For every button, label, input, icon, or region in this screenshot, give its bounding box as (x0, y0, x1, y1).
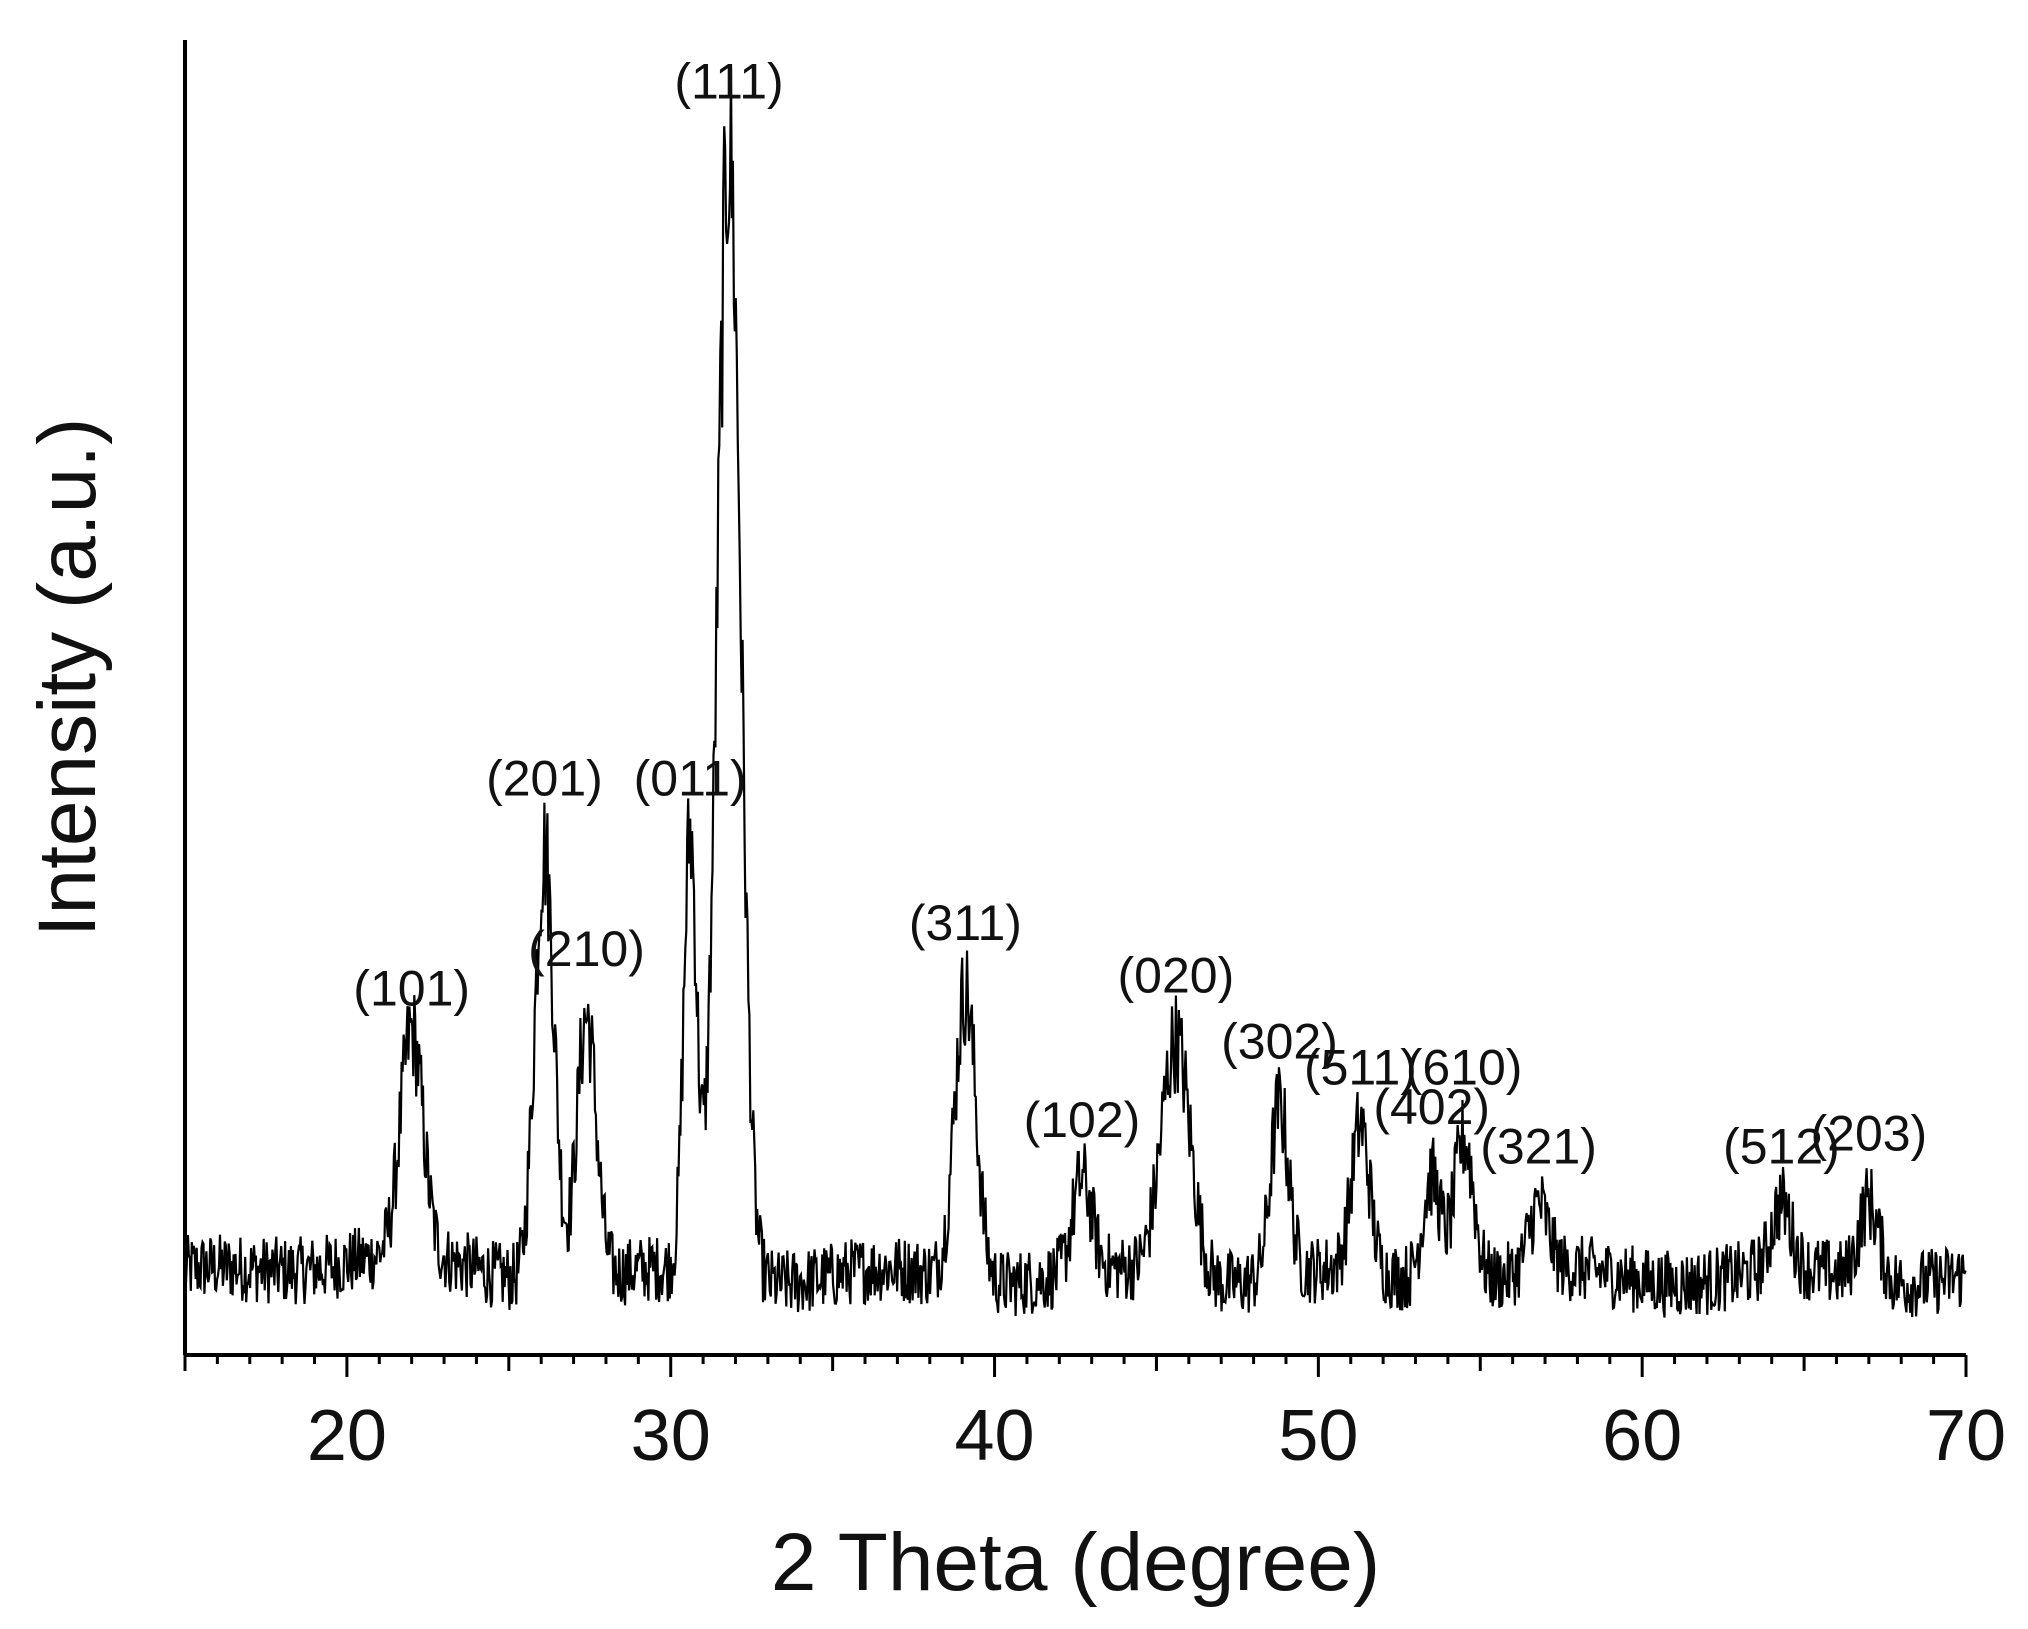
y-axis-title: Intensity (a.u.) (22, 418, 113, 938)
peak-label: (203) (1810, 1105, 1927, 1161)
peak-label: (011) (634, 750, 747, 806)
xrd-pattern-line (183, 67, 1967, 1318)
x-axis-ticks: 20 30 40 50 60 70 (183, 1355, 2006, 1476)
x-tick-label: 50 (1278, 1396, 1358, 1476)
peak-label: (111) (674, 53, 783, 109)
peak-label: (101) (353, 961, 470, 1017)
x-tick-label: 40 (954, 1396, 1034, 1476)
peak-label: (311) (909, 895, 1022, 951)
peak-label: (020) (1118, 948, 1235, 1004)
x-tick-label: 30 (631, 1396, 711, 1476)
x-tick-label: 70 (1926, 1396, 2006, 1476)
peak-label: (610) (1406, 1040, 1523, 1096)
peak-label: (402) (1373, 1079, 1490, 1135)
x-tick-label: 60 (1602, 1396, 1682, 1476)
peak-label: (102) (1024, 1092, 1141, 1148)
peak-label: (210) (528, 921, 645, 977)
peak-label: (512) (1723, 1118, 1840, 1174)
plot-area (183, 67, 1967, 1318)
x-axis-title: 2 Theta (degree) (771, 1517, 1380, 1608)
peak-label: (201) (486, 750, 603, 806)
peak-label: (321) (1480, 1118, 1597, 1174)
peak-label: (302) (1221, 1013, 1338, 1069)
peak-labels: (101) (201) (210) (011) (111) (311) (102) (020)… (353, 53, 1927, 1174)
x-tick-label: 20 (307, 1396, 387, 1476)
peak-label: (511) (1304, 1040, 1417, 1096)
